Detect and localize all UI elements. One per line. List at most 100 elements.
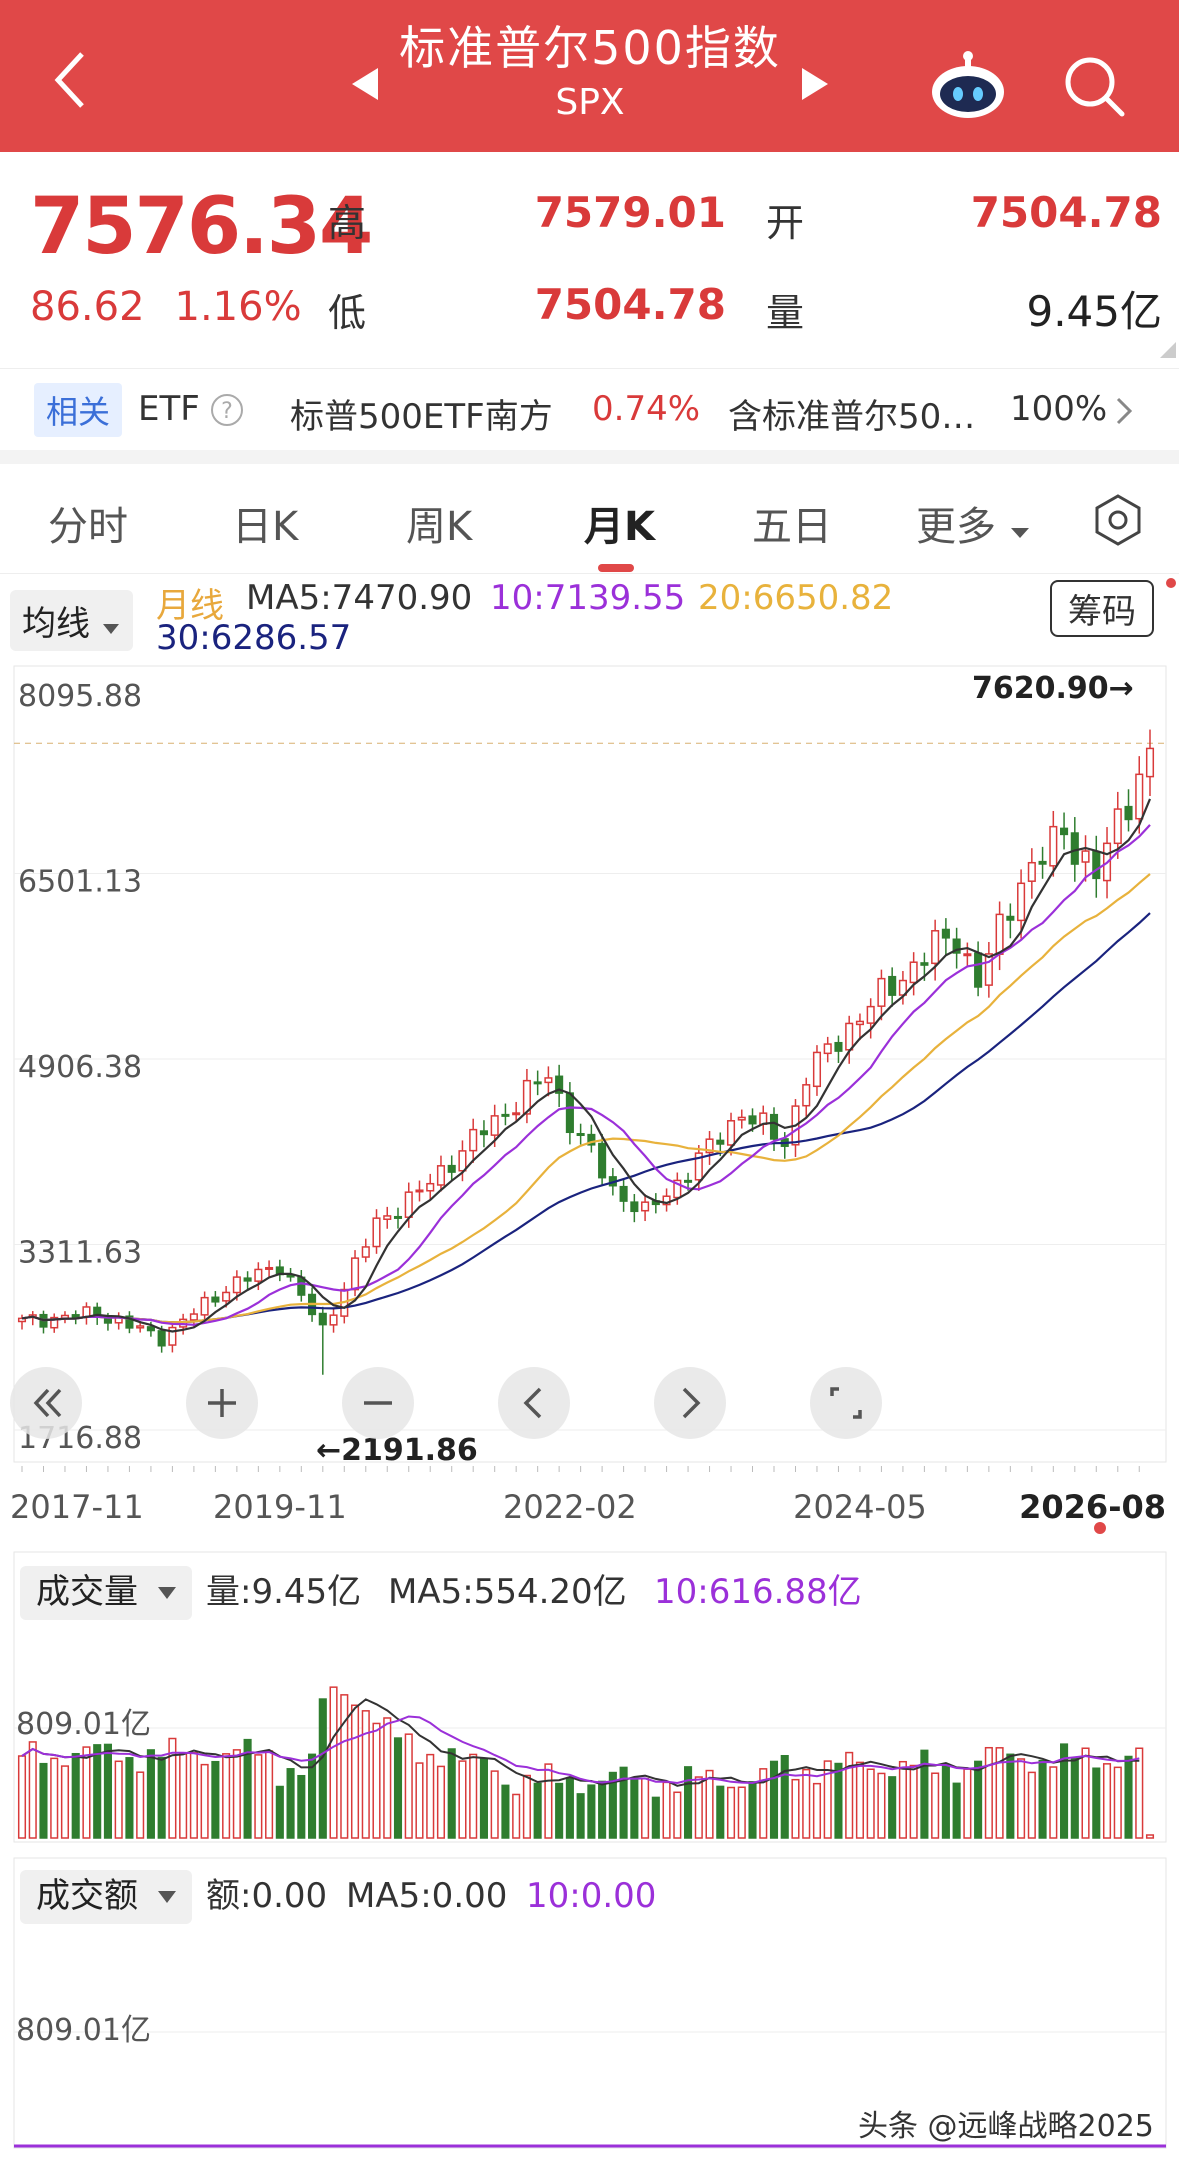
volume-bar — [984, 1746, 993, 1839]
volume-bar — [232, 1749, 241, 1839]
chevron-right-icon[interactable] — [654, 1367, 726, 1439]
chevron-right-button-bg — [654, 1367, 726, 1439]
etf-fund1-name[interactable]: 标普500ETF南方 — [290, 397, 553, 437]
y-tick-label: 3311.63 — [18, 1236, 142, 1271]
volume-selector[interactable] — [20, 1566, 192, 1620]
settings-icon[interactable] — [1090, 492, 1146, 548]
tab-weekly-k[interactable]: 周K — [406, 504, 473, 550]
caret-down-icon — [102, 624, 119, 634]
fullscreen-button-bg — [810, 1367, 882, 1439]
related-etf-strip[interactable]: 相关 ETF ? 标普500ETF南方 0.74% 含标准普尔50… 100% — [0, 368, 1179, 450]
volume-bar — [941, 1763, 950, 1839]
volume-chart[interactable]: 成交量 量:9.45亿 MA5:554.20亿 10:616.88亿 809.0… — [0, 1548, 1179, 1848]
candle-body — [1038, 860, 1047, 865]
x-tick-label: 2024-05 — [793, 1488, 927, 1526]
candle-body — [1049, 825, 1058, 867]
candle-body — [555, 1075, 564, 1094]
volume-bar — [651, 1796, 660, 1839]
chart-controls — [10, 1367, 882, 1439]
volume-bar — [189, 1752, 198, 1839]
candle-body — [952, 938, 961, 954]
volume-bar — [17, 1755, 27, 1839]
amount-ma5: MA5:0.00 — [346, 1876, 507, 1916]
candle-body — [984, 953, 993, 986]
zoom-out-icon[interactable] — [342, 1367, 414, 1439]
chart-grid — [13, 665, 1167, 1463]
candle-body — [501, 1113, 510, 1117]
caret-down-icon — [158, 1587, 176, 1599]
volume-bar — [125, 1757, 134, 1839]
volume-bar — [146, 1749, 155, 1839]
tab-five-day[interactable]: 五日 — [752, 504, 832, 550]
ma30-value: 30:6286.57 — [156, 618, 352, 658]
tab-daily-k[interactable]: 日K — [232, 504, 299, 550]
volume-bar — [877, 1772, 886, 1839]
volume-bar — [845, 1751, 854, 1839]
ma10-value: 10:7139.55 — [490, 578, 686, 618]
candle-body — [823, 1043, 832, 1055]
volume-bar — [694, 1776, 703, 1839]
tab-intraday[interactable]: 分时 — [48, 504, 128, 550]
candle-body — [716, 1139, 725, 1145]
fullscreen-icon[interactable] — [810, 1367, 882, 1439]
volume-bar — [136, 1771, 145, 1839]
ma-selector[interactable]: 均线 — [10, 590, 133, 651]
volume-bar — [297, 1774, 306, 1839]
volume-bar — [641, 1777, 650, 1839]
volume-bar — [103, 1743, 112, 1839]
volume-bar — [920, 1749, 929, 1839]
prev-index-icon[interactable] — [350, 66, 380, 102]
candle-body — [877, 977, 886, 1007]
next-index-icon[interactable] — [800, 66, 830, 102]
candle-body — [598, 1142, 607, 1179]
candle-body — [415, 1189, 424, 1193]
candle-body — [469, 1128, 478, 1152]
etf-fund2-name[interactable]: 含标准普尔50… — [728, 397, 976, 437]
chevron-left-icon[interactable] — [48, 50, 96, 110]
volume-bar — [673, 1791, 682, 1839]
period-tabs: 分时 日K 周K 月K 五日 更多 — [0, 464, 1179, 574]
tab-monthly-k[interactable]: 月K — [584, 504, 655, 550]
candle-body — [737, 1116, 746, 1121]
amount-chart[interactable]: 成交额 额:0.00 MA5:0.00 10:0.00 809.01亿 头条 @… — [0, 1852, 1179, 2167]
chart-frame — [13, 665, 1167, 1463]
search-icon[interactable] — [1062, 54, 1126, 118]
tab-more[interactable]: 更多 — [916, 494, 1031, 552]
volume-bar — [759, 1768, 768, 1839]
volume-bar — [114, 1760, 123, 1839]
chevron-right-icon[interactable] — [1114, 397, 1134, 425]
chips-button[interactable]: 筹码 — [1050, 580, 1154, 637]
rewind-icon[interactable] — [10, 1367, 82, 1439]
volume-bar — [393, 1737, 403, 1839]
zoom-in-icon[interactable] — [186, 1367, 258, 1439]
robot-icon[interactable] — [928, 50, 1008, 120]
volume-bar — [211, 1760, 220, 1839]
candle-body — [222, 1291, 231, 1302]
amount-selector-label: 成交额 — [36, 1876, 138, 1916]
candle-body — [630, 1201, 639, 1213]
candle-body — [404, 1191, 413, 1218]
amount-selector[interactable] — [20, 1870, 192, 1924]
volume-bar — [726, 1786, 736, 1839]
volume-bar — [1070, 1757, 1079, 1839]
volume-bar — [1017, 1758, 1026, 1839]
volume-bar — [501, 1784, 510, 1839]
volume-bar — [50, 1757, 59, 1839]
etf-label: ETF — [138, 389, 200, 429]
ma20-value: 20:6650.82 — [698, 578, 894, 618]
volume-label: 量 — [766, 291, 805, 335]
volume-bar — [608, 1771, 617, 1839]
chevron-left-icon[interactable] — [498, 1367, 570, 1439]
ma5-line — [21, 798, 1152, 1333]
help-icon[interactable]: ? — [210, 393, 244, 427]
candle-body — [619, 1185, 628, 1202]
candle-body — [1081, 850, 1090, 863]
candle-body — [909, 961, 918, 984]
volume-bar — [1049, 1766, 1058, 1839]
volume-bar — [286, 1768, 295, 1839]
volume-bar — [458, 1760, 467, 1839]
candle-body — [802, 1084, 811, 1107]
volume-bar — [662, 1781, 671, 1839]
